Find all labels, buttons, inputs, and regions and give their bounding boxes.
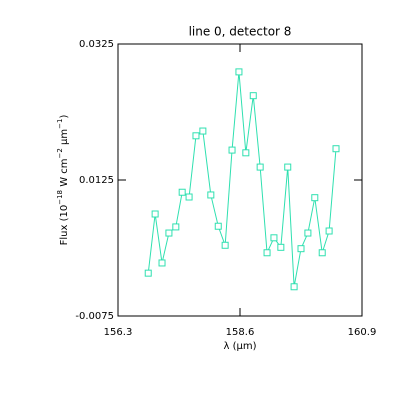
marker bbox=[172, 223, 180, 231]
marker bbox=[263, 249, 271, 257]
marker bbox=[235, 68, 243, 76]
data-line bbox=[147, 71, 337, 287]
y-axis-label-part: −1 bbox=[56, 119, 64, 129]
marker bbox=[290, 283, 298, 291]
marker bbox=[304, 229, 312, 237]
marker bbox=[192, 132, 200, 140]
marker bbox=[318, 249, 326, 257]
y-axis-label: Flux (10−18 W cm−2 μm−1) bbox=[56, 115, 70, 246]
y-axis-label-part: W cm bbox=[59, 159, 70, 190]
marker bbox=[325, 227, 333, 235]
marker bbox=[199, 127, 207, 135]
marker bbox=[214, 222, 222, 230]
y-tick-label: -0.0075 bbox=[75, 311, 114, 322]
y-axis-label-part: μm bbox=[59, 129, 70, 148]
marker bbox=[332, 145, 340, 153]
marker bbox=[178, 188, 186, 196]
y-axis-label-part: −2 bbox=[56, 148, 64, 158]
marker bbox=[311, 194, 319, 202]
chart-title: line 0, detector 8 bbox=[189, 25, 292, 39]
marker bbox=[256, 163, 264, 171]
marker bbox=[144, 269, 152, 277]
marker bbox=[277, 243, 285, 251]
marker bbox=[158, 259, 166, 267]
y-axis-label-part: −18 bbox=[56, 190, 64, 205]
y-axis-label-part: ) bbox=[59, 115, 70, 119]
marker bbox=[185, 193, 193, 201]
marker bbox=[151, 210, 159, 218]
x-tick-label: 156.3 bbox=[104, 327, 133, 338]
marker bbox=[221, 241, 229, 249]
x-tick-label: 158.6 bbox=[226, 327, 255, 338]
x-axis-label: λ (μm) bbox=[223, 341, 256, 352]
marker bbox=[284, 163, 292, 171]
marker bbox=[228, 146, 236, 154]
marker bbox=[165, 229, 173, 237]
marker bbox=[249, 92, 257, 100]
marker bbox=[242, 149, 250, 157]
y-axis-label-part: Flux (10 bbox=[59, 205, 70, 246]
marker bbox=[207, 191, 215, 199]
x-tick-label: 160.9 bbox=[348, 327, 377, 338]
y-tick-label: 0.0325 bbox=[79, 39, 114, 50]
y-tick-label: 0.0125 bbox=[79, 175, 114, 186]
marker bbox=[270, 234, 278, 242]
marker bbox=[297, 245, 305, 253]
